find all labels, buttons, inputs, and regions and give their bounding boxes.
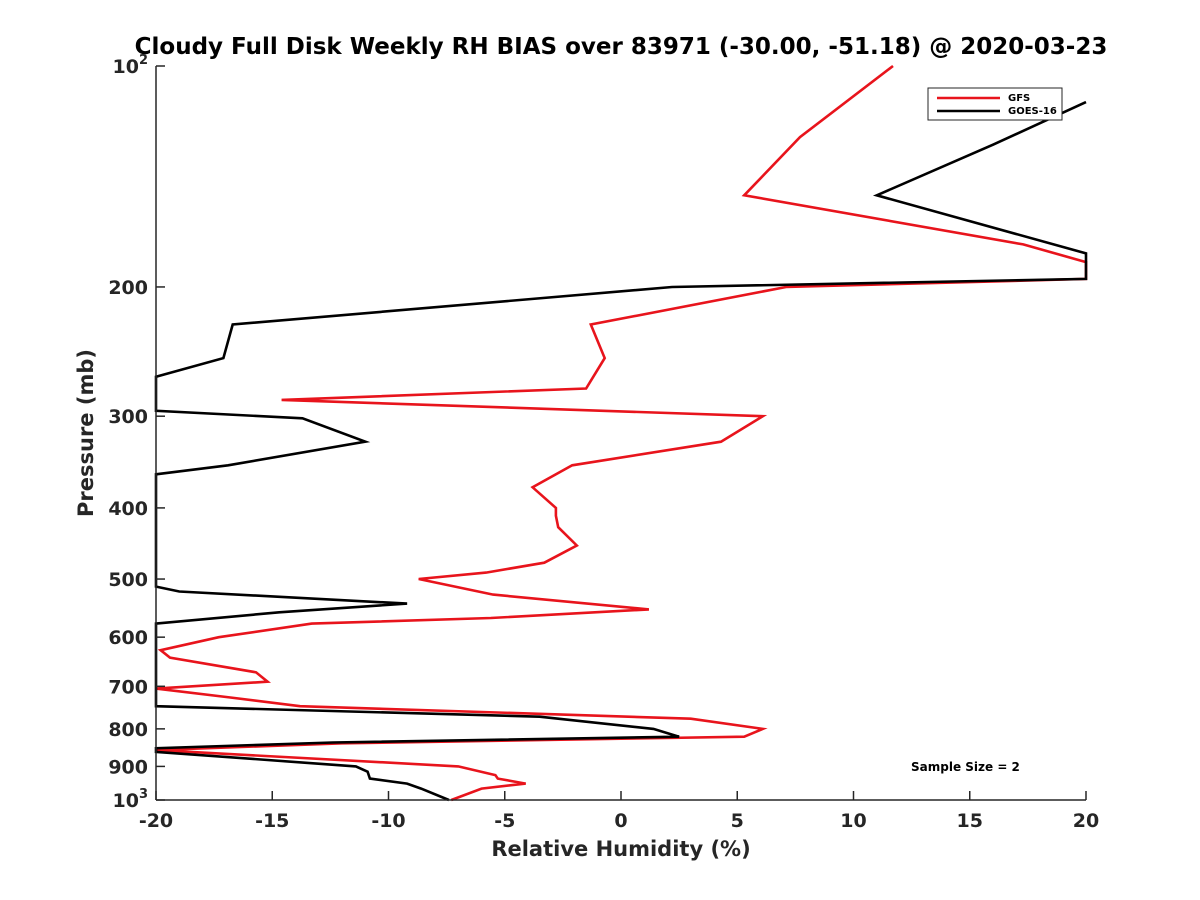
y-tick-label: 500	[108, 569, 148, 591]
x-tick-label: -10	[371, 810, 405, 832]
y-tick-label: 102	[113, 53, 149, 78]
y-tick-label: 600	[108, 627, 148, 649]
x-axis-label: Relative Humidity (%)	[491, 837, 750, 861]
legend-label-goes16: GOES-16	[1008, 106, 1057, 117]
y-tick-label: 300	[108, 406, 148, 428]
x-axis-ticks: -20 -15 -10 -5 0 5 10 15 20	[139, 791, 1099, 832]
y-tick-label: 700	[108, 676, 148, 698]
x-tick-label: 5	[731, 810, 744, 832]
y-tick-label: 400	[108, 498, 148, 520]
y-tick-label: 900	[108, 756, 148, 778]
x-tick-label: 0	[614, 810, 627, 832]
y-tick-label: 800	[108, 719, 148, 741]
y-axis-label: Pressure (mb)	[74, 349, 98, 517]
x-tick-label: 15	[957, 810, 983, 832]
plot-area: -20 -15 -10 -5 0 5 10 15 20 102 200 300 400 500 600 70…	[108, 53, 1099, 832]
x-tick-label: -5	[494, 810, 515, 832]
x-tick-label: -20	[139, 810, 173, 832]
x-tick-label: 20	[1073, 810, 1099, 832]
y-axis-ticks: 102 200 300 400 500 600 700 800 900 103	[108, 53, 165, 812]
legend-label-gfs: GFS	[1008, 93, 1030, 104]
legend-box	[927, 87, 1063, 121]
y-tick-label: 200	[108, 277, 148, 299]
series-line-goes16	[154, 100, 1088, 802]
series-layer	[154, 64, 1088, 802]
x-tick-label: -15	[255, 810, 289, 832]
legend: GFS GOES-16	[927, 87, 1063, 121]
y-tick-label: 103	[113, 787, 149, 812]
x-tick-label: 10	[840, 810, 866, 832]
chart-title: Cloudy Full Disk Weekly RH BIAS over 839…	[135, 34, 1108, 60]
sample-size-annotation: Sample Size = 2	[911, 760, 1020, 774]
